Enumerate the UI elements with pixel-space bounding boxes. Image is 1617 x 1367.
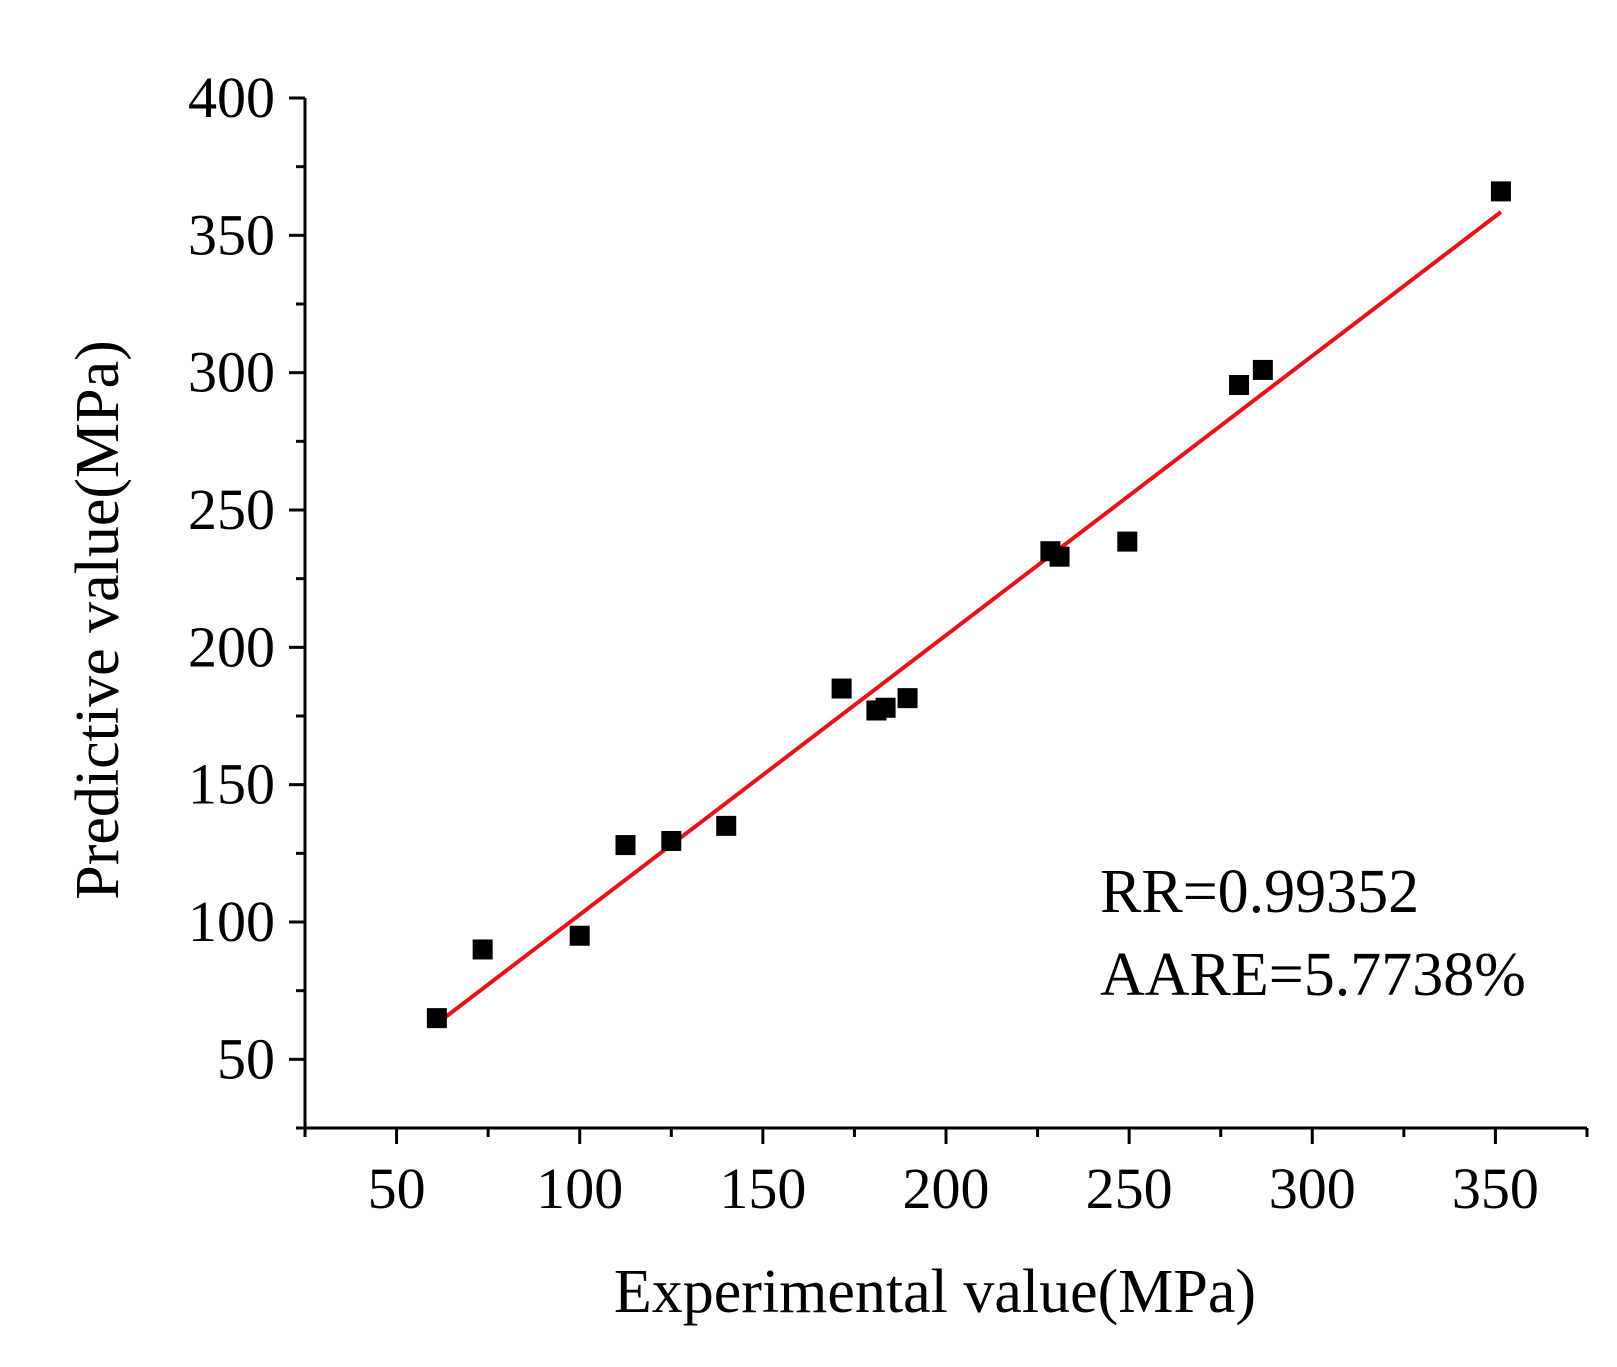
fit-line: [435, 210, 1503, 1026]
data-point-12: [1049, 546, 1070, 567]
data-point-15: [1252, 359, 1273, 380]
data-point-4: [615, 835, 636, 856]
x-tick-label-250: 250: [1086, 1156, 1173, 1221]
data-point-9: [875, 697, 896, 718]
x-tick-label-300: 300: [1269, 1156, 1356, 1221]
x-tick-label-150: 150: [719, 1156, 806, 1221]
x-tick-label-100: 100: [536, 1156, 623, 1221]
y-tick-label-400: 400: [188, 65, 275, 130]
x-tick-label-200: 200: [903, 1156, 990, 1221]
ticks: 50 100 150 200 250 300 350 400 50 100 150 200 250 300…: [188, 65, 1589, 1221]
y-tick-label-350: 350: [188, 202, 275, 267]
data-point-13: [1117, 531, 1138, 552]
data-point-5: [661, 830, 682, 851]
y-tick-label-150: 150: [188, 752, 275, 817]
fit-line-group: [435, 210, 1503, 1026]
data-point-2: [472, 939, 493, 960]
rr-annotation: RR=0.99352: [1100, 858, 1419, 926]
y-tick-label-300: 300: [188, 340, 275, 405]
aare-annotation: AARE=5.7738%: [1100, 941, 1526, 1009]
y-axis-title: Predictive value(MPa): [64, 340, 132, 900]
data-point-1: [426, 1008, 447, 1029]
y-tick-label-200: 200: [188, 614, 275, 679]
data-point-7: [831, 678, 852, 699]
y-tick-label-250: 250: [188, 477, 275, 542]
y-tick-label-100: 100: [188, 889, 275, 954]
x-tick-label-350: 350: [1452, 1156, 1539, 1221]
data-point-10: [897, 688, 918, 709]
x-tick-label-50: 50: [368, 1156, 426, 1221]
data-point-16: [1490, 181, 1511, 202]
data-point-6: [716, 815, 737, 836]
y-tick-label-50: 50: [217, 1026, 275, 1091]
data-points: [426, 181, 1511, 1029]
data-point-14: [1229, 375, 1250, 396]
x-axis-title: Experimental value(MPa): [614, 1258, 1256, 1326]
data-point-3: [569, 925, 590, 946]
